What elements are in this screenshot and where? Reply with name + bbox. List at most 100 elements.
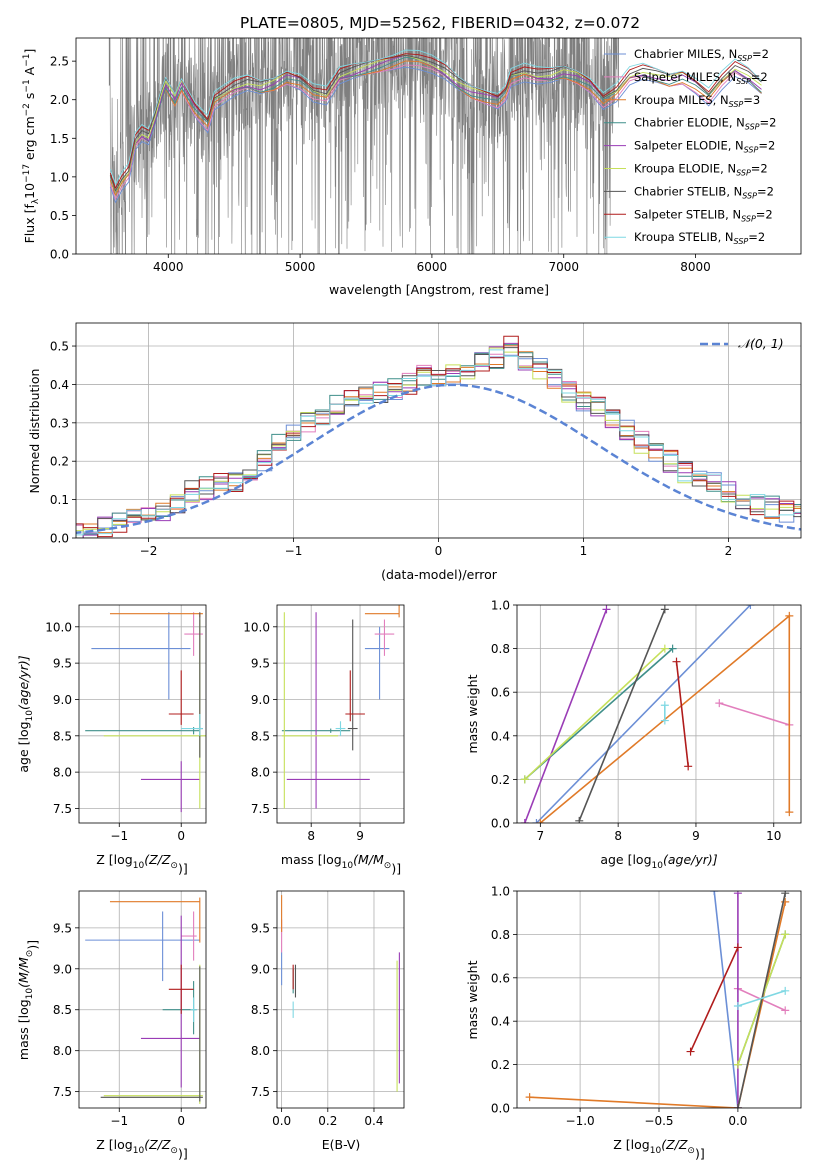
- series-marker: [684, 762, 693, 771]
- series-line: [713, 891, 739, 1108]
- x-tick-label: 0.2: [318, 1114, 337, 1128]
- series-marker: [668, 644, 677, 653]
- y-tick-label: 0.0: [491, 817, 510, 831]
- series-line: [719, 702, 790, 726]
- series-marker: [672, 657, 681, 666]
- y-axis-label: age [log10(age/yr)]: [16, 655, 35, 772]
- ticks-weight_age: 7 8 9 10 0.0 0.2 0.4 0.6 0.8 1.0: [491, 599, 782, 844]
- y-tick-label: 8.0: [53, 766, 72, 780]
- plot-area-age_Z: [79, 605, 206, 823]
- series-marker: [660, 701, 669, 710]
- series-marker: [733, 1104, 742, 1108]
- x-tick-label: 0: [435, 544, 443, 558]
- y-tick-label: 1.0: [491, 885, 510, 899]
- ticks-weight_Z: −1.0 −0.5 0.0 0.0 0.2 0.4 0.6 0.8 1.0: [491, 885, 748, 1129]
- legend-label: 𝒩(0, 1): [738, 336, 784, 351]
- series-marker: [660, 716, 669, 725]
- ticks-spectrum: 4000 5000 6000 7000 8000 0.0 0.5 1.0 1.5 2.0 2.5: [50, 55, 711, 274]
- model-line-kroupa-elodie: [109, 54, 762, 193]
- series-marker: [785, 611, 794, 620]
- chart-age_mass: 8 9 7.5 8.0 8.5 9.0 9.5 10.0 mass [log10(M/M⊙)]: [243, 604, 405, 876]
- series-marker: [746, 605, 755, 609]
- figure-title: PLATE=0805, MJD=52562, FIBERID=0432, z=0…: [240, 14, 640, 32]
- y-tick-label: 0.8: [491, 642, 510, 656]
- errorbar-chabrier-miles: [364, 626, 390, 700]
- ticks-residuals: −2 −1 0 1 2 0.0 0.1 0.2 0.3 0.4 0.5: [50, 340, 732, 558]
- x-tick-label: 0: [177, 1114, 185, 1128]
- errorbar-kroupa-stelib: [335, 721, 346, 736]
- legend-label: Kroupa STELIB, NSSP=2: [634, 230, 765, 246]
- series-marker: [781, 986, 790, 995]
- y-tick-label: 0.0: [50, 248, 69, 262]
- series-line: [535, 605, 751, 823]
- model-line-kroupa-stelib: [109, 49, 762, 186]
- series-line: [737, 990, 786, 1007]
- legend-label: Kroupa MILES, NSSP=3: [634, 93, 760, 109]
- y-tick-label: 0.6: [491, 686, 510, 700]
- axes-frame-age_mass: [276, 604, 405, 824]
- y-axis-label: Normed distribution: [27, 369, 42, 494]
- errorbar-kroupa-miles: [364, 605, 400, 618]
- legend-label: Salpeter MILES, NSSP=2: [634, 70, 768, 86]
- y-tick-label: 0.5: [50, 209, 69, 223]
- series-line: [524, 648, 666, 780]
- x-axis-label: Z [log10(Z/Z⊙)]: [613, 1137, 704, 1161]
- y-tick-label: 2.0: [50, 93, 69, 107]
- y-tick-label: 9.5: [251, 921, 270, 935]
- series-marker: [575, 816, 584, 823]
- errorbar-chabrier-stelib: [100, 966, 203, 1102]
- errorbar-kroupa-elodie: [281, 612, 339, 809]
- plot-area-weight_age: [517, 605, 801, 823]
- x-tick-label: 2: [725, 544, 733, 558]
- x-tick-label: 7000: [548, 260, 579, 274]
- axes-frame-weight_Z: [516, 890, 802, 1109]
- errorbar-kroupa-stelib: [190, 997, 197, 1023]
- x-tick-label: 5000: [285, 260, 316, 274]
- x-tick-label: −1: [110, 1114, 128, 1128]
- y-tick-label: 2.5: [50, 55, 69, 69]
- chart-residuals: −2 −1 0 1 2 0.0 0.1 0.2 0.3 0.4 0.5 𝒩(0, 1) (data-mo…: [27, 322, 802, 582]
- y-tick-label: 9.0: [53, 693, 72, 707]
- y-tick-label: 0.1: [50, 493, 69, 507]
- series-marker: [602, 605, 611, 614]
- errorbar-salpeter-miles: [374, 619, 395, 656]
- histogram-kroupa-stelib: [76, 349, 801, 536]
- y-tick-label: 0.2: [491, 1058, 510, 1072]
- errorbar-salpeter-elodie: [140, 761, 200, 813]
- y-tick-label: 10.0: [243, 620, 270, 634]
- x-tick-label: 8: [307, 829, 315, 843]
- y-tick-label: 9.5: [53, 921, 72, 935]
- y-tick-label: 0.2: [491, 773, 510, 787]
- y-axis-label: mass [log10(M/M⊙)]: [16, 940, 40, 1060]
- series-marker: [525, 1093, 534, 1102]
- series-line: [737, 893, 786, 1108]
- grid-weight_age: [517, 605, 801, 823]
- series-marker: [520, 819, 529, 823]
- y-tick-label: 10.0: [45, 620, 72, 634]
- legend-label: Salpeter ELODIE, NSSP=2: [634, 139, 775, 155]
- ticks-mass_ebv: 0.0 0.2 0.4 7.5 8.0 8.5 9.0 9.5: [251, 921, 384, 1128]
- chart-age_Z: −1 0 7.5 8.0 8.5 9.0 9.5 10.0 Z [log10(Z/Z⊙)] age…: [16, 604, 207, 876]
- y-tick-label: 9.5: [53, 657, 72, 671]
- series-kroupa-stelib: [733, 986, 790, 1011]
- chart-weight_Z: −1.0 −0.5 0.0 0.0 0.2 0.4 0.6 0.8 1.0 Z [log10(Z/…: [465, 885, 802, 1161]
- x-axis-label: Z [log10(Z/Z⊙)]: [96, 852, 187, 876]
- y-tick-label: 1.0: [491, 599, 510, 613]
- x-tick-label: 6000: [417, 260, 448, 274]
- axes-frame-age_Z: [78, 604, 207, 824]
- normal-distribution-curve: [76, 383, 801, 535]
- series-chabrier-stelib: [733, 891, 790, 1108]
- spectrum-data-line: [108, 38, 619, 254]
- x-tick-label: 0.4: [364, 1114, 383, 1128]
- series-kroupa-elodie: [520, 644, 669, 784]
- axes-frame-residuals: [75, 322, 802, 539]
- y-tick-label: 0.3: [50, 416, 69, 430]
- errorbar-kroupa-stelib: [181, 714, 203, 736]
- series-marker: [781, 1006, 790, 1015]
- x-tick-label: −1: [110, 829, 128, 843]
- series-chabrier-miles: [532, 605, 755, 823]
- plot-area-spectrum: [108, 38, 762, 254]
- errorbar-salpeter-stelib: [345, 670, 365, 722]
- y-tick-label: 0.4: [50, 378, 69, 392]
